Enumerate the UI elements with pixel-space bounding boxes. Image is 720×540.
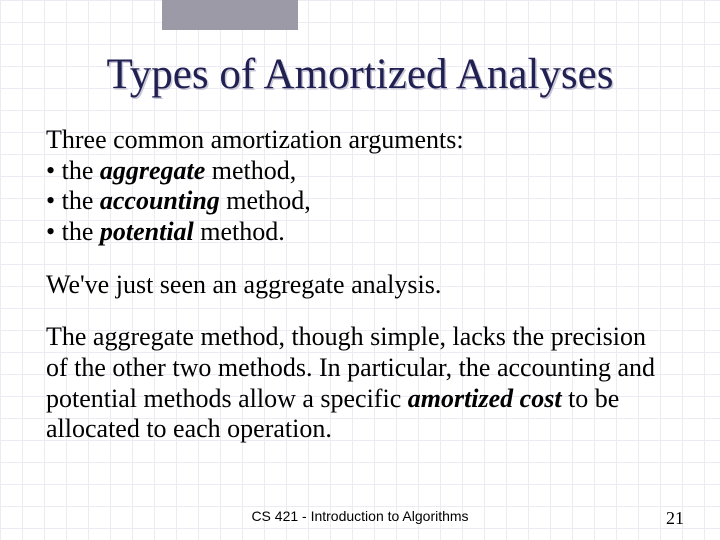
bullet-3-suffix: method. xyxy=(194,217,285,246)
bullet-1-suffix: method, xyxy=(205,156,296,185)
bullet-2-em: accounting xyxy=(100,186,220,215)
para2-em: amortized cost xyxy=(408,384,562,413)
intro-block: Three common amortization arguments: • t… xyxy=(46,125,674,248)
bullet-2-prefix: • the xyxy=(46,186,100,215)
bullet-3-em: potential xyxy=(100,217,194,246)
paragraph-2: The aggregate method, though simple, lac… xyxy=(46,322,674,445)
bullet-1: • the aggregate method, xyxy=(46,156,674,187)
bullet-2-suffix: method, xyxy=(220,186,311,215)
bullet-3-prefix: • the xyxy=(46,217,100,246)
slide-container: Types of Amortized Analyses Three common… xyxy=(0,0,720,540)
paragraph-1: We've just seen an aggregate analysis. xyxy=(46,270,674,301)
header-accent-bar xyxy=(162,0,298,30)
bullet-1-prefix: • the xyxy=(46,156,100,185)
slide-title: Types of Amortized Analyses xyxy=(46,50,674,99)
intro-line: Three common amortization arguments: xyxy=(46,125,674,156)
bullet-2: • the accounting method, xyxy=(46,186,674,217)
bullet-3: • the potential method. xyxy=(46,217,674,248)
bullet-1-em: aggregate xyxy=(100,156,205,185)
